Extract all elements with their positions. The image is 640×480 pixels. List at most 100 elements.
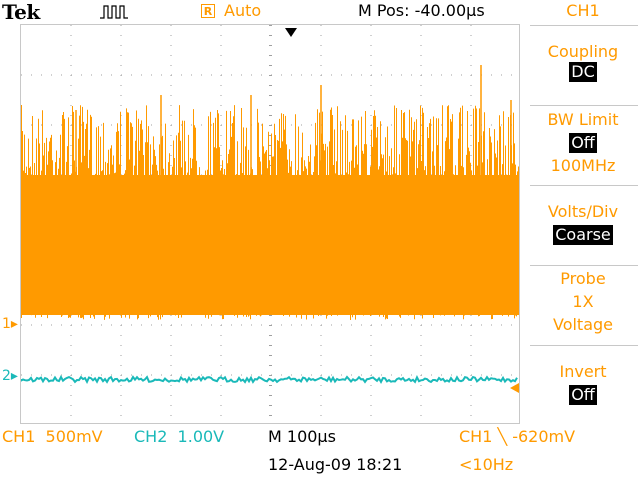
graticule-dot <box>370 355 372 356</box>
graticule-dot <box>441 124 442 126</box>
graticule-dot <box>220 155 222 156</box>
graticule-dot <box>51 124 52 126</box>
graticule-dot <box>171 374 172 376</box>
invert-option[interactable]: Invert Off <box>526 362 640 405</box>
graticule-dot <box>370 25 372 26</box>
graticule-dot <box>370 405 372 406</box>
graticule-dot <box>261 374 262 376</box>
graticule-dot <box>370 85 372 86</box>
graticule-dot <box>61 74 62 76</box>
graticule-dot <box>351 374 352 376</box>
graticule-dot <box>211 324 212 326</box>
graticule-dot <box>220 415 222 416</box>
graticule-dot <box>251 74 252 76</box>
graticule-dot <box>391 124 392 126</box>
graticule-dot <box>121 124 122 126</box>
graticule-dot <box>420 345 422 346</box>
graticule-tick <box>269 395 272 396</box>
graticule-dot <box>220 65 222 66</box>
graticule-tick <box>269 335 272 336</box>
graticule-dot <box>251 324 252 326</box>
graticule-dot <box>201 124 202 126</box>
menu-divider <box>530 105 638 106</box>
ch2-trace <box>21 374 518 385</box>
graticule-dot <box>170 395 172 396</box>
graticule-dot <box>470 45 472 46</box>
graticule-dot <box>41 374 42 376</box>
graticule-dot <box>341 74 342 76</box>
graticule-dot <box>420 365 422 366</box>
graticule-dot <box>221 124 222 126</box>
graticule-dot <box>120 355 122 356</box>
ch1-scale: CH1 500mV <box>2 427 103 446</box>
graticule-dot <box>220 315 222 316</box>
graticule-dot <box>220 45 222 46</box>
graticule-dot <box>191 74 192 76</box>
graticule-dot <box>51 374 52 376</box>
graticule-dot <box>120 395 122 396</box>
graticule-dot <box>220 405 222 406</box>
graticule-tick <box>269 375 272 376</box>
graticule-dot <box>70 345 72 346</box>
graticule-dot <box>151 324 152 326</box>
graticule-dot <box>320 395 322 396</box>
graticule-dot <box>181 324 182 326</box>
graticule-dot <box>170 85 172 86</box>
coupling-option[interactable]: Coupling DC <box>526 42 640 82</box>
ch2-ground-marker[interactable]: 2▸ <box>2 368 18 384</box>
graticule-dot <box>511 324 512 326</box>
graticule-dot <box>420 335 422 336</box>
graticule-dot <box>120 85 122 86</box>
graticule-dot <box>411 324 412 326</box>
graticule-dot <box>220 135 222 136</box>
graticule-dot <box>91 374 92 376</box>
trigger-level-icon[interactable] <box>508 382 520 394</box>
graticule-dot <box>311 324 312 326</box>
graticule-tick <box>269 385 272 386</box>
graticule-dot <box>170 135 172 136</box>
graticule-dot <box>370 55 372 56</box>
graticule-dot <box>291 74 292 76</box>
graticule-dot <box>331 74 332 76</box>
acquisition-pulse-icon <box>100 5 128 19</box>
graticule-tick <box>269 165 272 166</box>
graticule-dot <box>201 74 202 76</box>
graticule-dot <box>170 165 172 166</box>
ch1-ground-marker[interactable]: 1▸ <box>2 316 18 332</box>
invert-label: Invert <box>559 362 607 381</box>
graticule-tick <box>269 105 272 106</box>
graticule-dot <box>420 395 422 396</box>
graticule-dot <box>470 65 472 66</box>
probe-option[interactable]: Probe 1X Voltage <box>526 269 640 335</box>
graticule-dot <box>220 105 222 106</box>
graticule-tick <box>269 315 272 316</box>
graticule-dot <box>501 374 502 376</box>
graticule-tick <box>269 35 272 36</box>
trigger-readout: CH1 ╲ -620mV <box>459 427 576 446</box>
horizontal-position: M Pos: -40.00µs <box>358 1 485 20</box>
probe-attenuation: 1X <box>572 292 594 311</box>
volts-div-option[interactable]: Volts/Div Coarse <box>526 202 640 245</box>
graticule-tick <box>269 355 272 356</box>
graticule-dot <box>81 74 82 76</box>
graticule-dot <box>31 124 32 126</box>
graticule-dot <box>120 65 122 66</box>
graticule-dot <box>70 85 72 86</box>
graticule-dot <box>220 55 222 56</box>
menu-divider <box>530 265 638 266</box>
graticule-dot <box>371 324 372 326</box>
coupling-value: DC <box>569 62 597 82</box>
graticule-dot <box>211 124 212 126</box>
bw-limit-option[interactable]: BW Limit Off 100MHz <box>526 110 640 176</box>
graticule-dot <box>70 55 72 56</box>
graticule-dot <box>381 74 382 76</box>
graticule-dot <box>141 374 142 376</box>
graticule-dot <box>220 35 222 36</box>
graticule-dot <box>470 415 472 416</box>
graticule-dot <box>121 74 122 76</box>
bw-limit-label: BW Limit <box>547 110 619 129</box>
graticule-dot <box>470 55 472 56</box>
graticule-dot <box>221 374 222 376</box>
graticule-dot <box>361 74 362 76</box>
graticule-tick <box>269 85 272 86</box>
